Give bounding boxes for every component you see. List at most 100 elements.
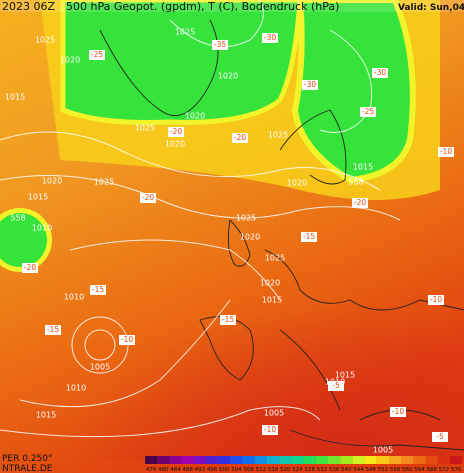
isobar-label: 1015 [5, 93, 25, 102]
header-band [0, 0, 464, 12]
colorbar-cell [242, 456, 255, 464]
colorbar-label: 512 [256, 467, 267, 473]
colorbar-cell [169, 456, 182, 464]
colorbar-cell [340, 456, 353, 464]
colorbar-cell [401, 456, 414, 464]
colorbar-cell [437, 456, 450, 464]
isobar-label: 1020 [42, 177, 62, 186]
isobar-label: 1015 [262, 296, 282, 305]
temperature-label: -35 [214, 40, 226, 49]
colorbar-label: 556 [390, 467, 401, 473]
colorbar-cell [145, 456, 158, 464]
colorbar-cell [218, 456, 231, 464]
contour-label: 558 [348, 178, 363, 187]
colorbar-cell [230, 456, 243, 464]
colorbar-label: 552 [378, 467, 389, 473]
colorbar-label: 496 [207, 467, 218, 473]
colorbar-cell [364, 456, 377, 464]
colorbar-cell [193, 456, 206, 464]
temperature-box [212, 40, 228, 50]
isobar-label: 1015 [353, 163, 373, 172]
temperature-label: -25 [91, 50, 103, 59]
colorbar-cell [425, 456, 438, 464]
temperature-box [390, 407, 406, 417]
colorbar-cell [315, 456, 328, 464]
isobar-label: 1010 [32, 224, 52, 233]
isobar-label: 1015 [335, 371, 355, 380]
temperature-box [89, 50, 105, 60]
colorbar-cell [450, 456, 463, 464]
colorbar-label: 528 [304, 467, 315, 473]
isobar-label: 1020 [185, 112, 205, 121]
isobar-label: 1025 [268, 131, 288, 140]
temperature-box [301, 232, 317, 242]
temperature-box [262, 425, 278, 435]
isobar-label: 1005 [373, 446, 393, 455]
colorbar-label: 560 [402, 467, 413, 473]
colorbar-label: 520 [280, 467, 291, 473]
run-time: 2023 06Z [2, 0, 55, 13]
colorbar-label: 544 [353, 467, 364, 473]
isobar-label: 1020 [218, 72, 238, 81]
temperature-label: -20 [24, 263, 36, 272]
temperature-label: -15 [222, 315, 234, 324]
colorbar-label: 484 [170, 467, 181, 473]
contour-label: 558 [10, 214, 25, 223]
temperature-box [22, 263, 38, 273]
temperature-box [90, 285, 106, 295]
colorbar-label: 492 [195, 467, 206, 473]
isobar-label: 1025 [35, 36, 55, 45]
isobar-label: 1025 [135, 124, 155, 133]
isobar-label: 1005 [90, 363, 110, 372]
temperature-box [119, 335, 135, 345]
colorbar-cell [303, 456, 316, 464]
isobar-label: 1025 [236, 214, 256, 223]
temperature-box [432, 432, 448, 442]
colorbar-label: 524 [292, 467, 303, 473]
valid-time: Valid: Sun,04 [398, 3, 464, 13]
temperature-label: -10 [264, 425, 276, 434]
colorbar-cell [206, 456, 219, 464]
temperature-label: -10 [430, 295, 442, 304]
colorbar-cell [413, 456, 426, 464]
temperature-label: -15 [47, 325, 59, 334]
colorbar-label: 516 [268, 467, 279, 473]
temperature-label: -20 [170, 127, 182, 136]
temperature-box [168, 127, 184, 137]
temperature-label: -5 [332, 381, 340, 390]
colorbar-cell [157, 456, 170, 464]
colorbar-label: 572 [439, 467, 450, 473]
isobar-label: 1020 [60, 56, 80, 65]
colorbar-label: 480 [158, 467, 169, 473]
colorbar-cell [328, 456, 341, 464]
colorbar-cell [291, 456, 304, 464]
colorbar-label: 532 [317, 467, 328, 473]
colorbar-cell [254, 456, 267, 464]
temperature-box [45, 325, 61, 335]
temperature-box [220, 315, 236, 325]
colorbar-label: 508 [243, 467, 254, 473]
isobar-label: 1015 [28, 193, 48, 202]
colorbar-label: 548 [365, 467, 376, 473]
temperature-label: -10 [440, 147, 452, 156]
temperature-box [372, 68, 388, 78]
temperature-label: -15 [92, 285, 104, 294]
colorbar-label: 488 [182, 467, 193, 473]
isobar-label: 1015 [36, 411, 56, 420]
temperature-box [232, 133, 248, 143]
temperature-box [140, 193, 156, 203]
colorbar-cell [279, 456, 292, 464]
colorbar-label: 476 [146, 467, 157, 473]
isobar-label: 1010 [66, 384, 86, 393]
isobar-label: 1010 [64, 293, 84, 302]
colorbar-label: 568 [426, 467, 437, 473]
isobar-label: 1025 [94, 178, 114, 187]
isobar-label: 1020 [240, 233, 260, 242]
temperature-box [262, 33, 278, 43]
temperature-box [352, 198, 368, 208]
colorbar-label: 536 [329, 467, 340, 473]
isobar-label: 1020 [260, 279, 280, 288]
temperature-box [360, 107, 376, 117]
temperature-box [302, 80, 318, 90]
